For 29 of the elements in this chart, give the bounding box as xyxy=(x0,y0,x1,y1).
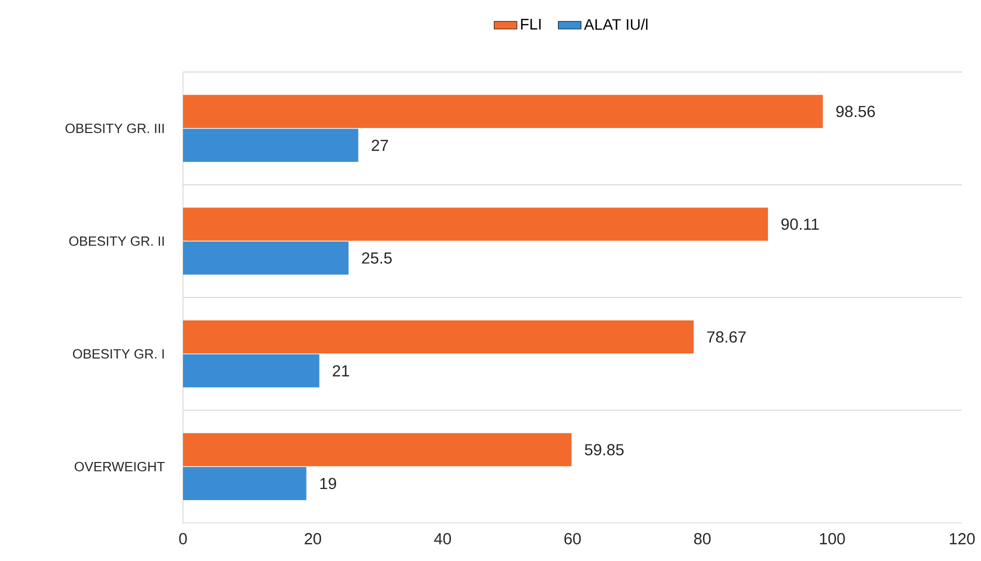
bar xyxy=(183,241,349,275)
data-label: 59.85 xyxy=(584,444,624,456)
bar xyxy=(183,208,768,241)
data-label: 19 xyxy=(320,478,336,490)
bar xyxy=(183,354,320,388)
bar xyxy=(183,433,572,466)
legend-label: FLI xyxy=(521,18,541,30)
bar xyxy=(183,466,306,500)
x-tick-label: 60 xyxy=(564,533,581,544)
data-label: 98.56 xyxy=(836,106,875,118)
x-tick-label: 20 xyxy=(304,533,322,544)
bar xyxy=(183,128,358,162)
legend-label: ALAT IU/l xyxy=(584,18,648,30)
y-tick-label: OBESITY GR. III xyxy=(66,124,164,134)
x-tick-label: 100 xyxy=(820,533,845,544)
data-label: 25.5 xyxy=(362,252,392,264)
x-tick-label: 40 xyxy=(434,533,451,544)
y-tick-label: OVERWEIGHT xyxy=(74,462,165,472)
x-tick-label: 120 xyxy=(950,533,975,544)
x-tick-label: 0 xyxy=(179,533,187,544)
data-label: 21 xyxy=(332,365,350,376)
y-tick-label: OBESITY GR. I xyxy=(72,349,164,359)
data-label: 78.67 xyxy=(707,331,746,343)
x-tick-label: 80 xyxy=(694,533,711,544)
data-label: 90.11 xyxy=(781,218,819,230)
y-tick-label: OBESITY GR. II xyxy=(69,236,164,246)
data-label: 27 xyxy=(372,140,388,151)
bar xyxy=(183,94,823,128)
bar xyxy=(183,320,694,354)
